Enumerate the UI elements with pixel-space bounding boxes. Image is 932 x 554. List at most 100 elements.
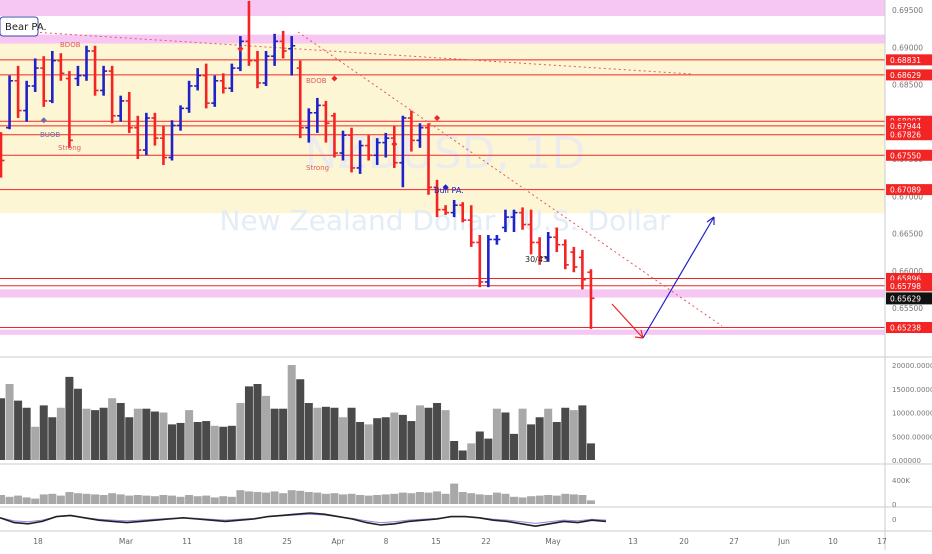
ohlc-bar-16[interactable] bbox=[134, 115, 142, 159]
ohlc-bar-49[interactable] bbox=[416, 123, 424, 148]
ohlc-bar-54[interactable] bbox=[459, 202, 467, 223]
ohlc-bar-55[interactable] bbox=[467, 205, 475, 247]
ohlc-bars[interactable] bbox=[0, 1, 595, 329]
ohlc-bar-10[interactable] bbox=[83, 45, 90, 81]
ohlc-bar-67[interactable] bbox=[570, 246, 578, 273]
ohlc-bar-28[interactable] bbox=[236, 36, 244, 72]
ohlc-bar-0[interactable] bbox=[0, 132, 5, 178]
ohlc-bar-36[interactable] bbox=[305, 108, 313, 143]
ohlc-bar-47[interactable] bbox=[399, 115, 407, 188]
ohlc-bar-59[interactable] bbox=[501, 209, 509, 233]
ohlc-bar-2[interactable] bbox=[14, 65, 22, 119]
ohlc-bar-11[interactable] bbox=[91, 45, 99, 96]
indicator-pane-2[interactable] bbox=[0, 512, 607, 528]
ohlc-bar-8[interactable] bbox=[65, 71, 73, 148]
ohlc-bar-15[interactable] bbox=[125, 91, 133, 133]
ohlc-bar-5[interactable] bbox=[40, 56, 48, 107]
ohlc-bar-3[interactable] bbox=[23, 80, 31, 122]
volume-tick-label: 20000.00000 bbox=[892, 362, 932, 370]
ohlc-bar-52[interactable] bbox=[442, 205, 450, 215]
ohlc-bar-48[interactable] bbox=[407, 110, 415, 152]
ohlc-bar-34[interactable] bbox=[288, 36, 296, 76]
level-price-tag-4[interactable] bbox=[886, 129, 932, 141]
ohlc-bar-22[interactable] bbox=[185, 80, 193, 113]
ohlc-bar-56[interactable] bbox=[476, 234, 484, 288]
ohlc-bar-45[interactable] bbox=[382, 132, 390, 158]
ohlc-bar-23[interactable] bbox=[194, 68, 202, 91]
upper-dotted-trendline[interactable] bbox=[0, 29, 693, 75]
indicator1-tick-label: 400K bbox=[892, 477, 910, 485]
ohlc-bar-24[interactable] bbox=[202, 63, 210, 109]
ohlc-bar-31[interactable] bbox=[262, 50, 270, 86]
ohlc-bar-69[interactable] bbox=[587, 269, 595, 329]
ohlc-bar-26[interactable] bbox=[219, 73, 227, 94]
ohlc-bar-64[interactable] bbox=[544, 232, 552, 262]
ohlc-bar-17[interactable] bbox=[142, 112, 150, 156]
ohlc-bar-42[interactable] bbox=[356, 140, 364, 174]
ohlc-bar-13[interactable] bbox=[108, 65, 116, 124]
ohlc-bar-1[interactable] bbox=[6, 75, 14, 130]
time-axis[interactable]: 18 Mar 11 18 25 Apr 8 15 22 May 13 20 27 Jun 10 17 bbox=[33, 537, 887, 546]
ohlc-bar-57[interactable] bbox=[484, 234, 492, 288]
ohlc-bar-18[interactable] bbox=[151, 112, 159, 146]
level-price-tag-3[interactable] bbox=[886, 120, 932, 132]
level-price-tag-6[interactable] bbox=[886, 184, 932, 196]
bear-pa-callout-box[interactable] bbox=[0, 16, 39, 37]
ohlc-bar-53[interactable] bbox=[450, 199, 458, 218]
ohlc-bar-4[interactable] bbox=[31, 58, 39, 92]
ohlc-bar-33[interactable] bbox=[279, 30, 287, 59]
trendlines[interactable] bbox=[0, 29, 723, 339]
ohlc-bar-68[interactable] bbox=[578, 249, 586, 290]
ohlc-bar-20[interactable] bbox=[168, 120, 176, 161]
ohlc-bar-7[interactable] bbox=[57, 53, 65, 81]
ohlc-bar-39[interactable] bbox=[330, 112, 338, 158]
ohlc-bar-51[interactable] bbox=[433, 179, 441, 218]
ohlc-bar-40[interactable] bbox=[339, 130, 347, 161]
level-price-tag-1[interactable] bbox=[886, 69, 932, 81]
volume-tick-label: 5000.00000 bbox=[892, 433, 932, 441]
ohlc-bar-58[interactable] bbox=[493, 234, 501, 245]
lower-dotted-trendline[interactable] bbox=[297, 31, 723, 327]
time-tick-label: 20 bbox=[679, 537, 689, 546]
level-price-tag-5[interactable] bbox=[886, 149, 932, 161]
current-price-tag[interactable] bbox=[886, 292, 932, 305]
ohlc-bar-30[interactable] bbox=[254, 50, 261, 89]
projection-down-arrow-line[interactable] bbox=[611, 303, 644, 339]
ohlc-bar-32[interactable] bbox=[271, 33, 279, 66]
level-price-tag-7[interactable] bbox=[886, 272, 932, 284]
ohlc-bar-27[interactable] bbox=[228, 63, 236, 92]
ohlc-bar-63[interactable] bbox=[536, 237, 544, 265]
indicator1-bar-64 bbox=[544, 495, 553, 504]
ohlc-bar-12[interactable] bbox=[100, 65, 108, 96]
ohlc-bar-44[interactable] bbox=[373, 138, 381, 165]
ohlc-bar-65[interactable] bbox=[553, 227, 561, 253]
ohlc-bar-62[interactable] bbox=[527, 209, 535, 255]
ohlc-bar-38[interactable] bbox=[322, 100, 330, 143]
ohlc-bar-9[interactable] bbox=[74, 65, 82, 86]
ohlc-bar-50[interactable] bbox=[425, 123, 432, 195]
ohlc-bar-60[interactable] bbox=[510, 209, 518, 233]
ohlc-bar-41[interactable] bbox=[348, 127, 356, 173]
ohlc-bar-43[interactable] bbox=[365, 135, 373, 161]
ohlc-bar-19[interactable] bbox=[159, 125, 167, 165]
indicator-pane-1[interactable] bbox=[0, 483, 595, 504]
ohlc-bar-6[interactable] bbox=[48, 50, 56, 104]
projection-up-arrow-line[interactable] bbox=[642, 216, 715, 339]
level-price-tag-8[interactable] bbox=[886, 280, 932, 292]
ohlc-bar-21[interactable] bbox=[177, 105, 185, 131]
level-price-tag-9[interactable] bbox=[886, 322, 932, 334]
ohlc-bar-25[interactable] bbox=[211, 75, 219, 107]
price-axis[interactable]: 0.695000.690000.685000.680000.675000.670… bbox=[886, 6, 932, 524]
ohlc-bar-14[interactable] bbox=[117, 95, 125, 122]
level-price-tag-0[interactable] bbox=[886, 54, 932, 66]
ohlc-bar-29[interactable] bbox=[245, 1, 253, 66]
volume-bar-32 bbox=[270, 408, 279, 460]
ohlc-bar-35[interactable] bbox=[296, 60, 304, 139]
volume-pane[interactable] bbox=[0, 365, 595, 460]
ohlc-bar-61[interactable] bbox=[519, 207, 527, 230]
ohlc-bar-37[interactable] bbox=[313, 97, 321, 133]
ohlc-bar-66[interactable] bbox=[561, 239, 569, 270]
indicator1-bar-4 bbox=[31, 498, 40, 504]
